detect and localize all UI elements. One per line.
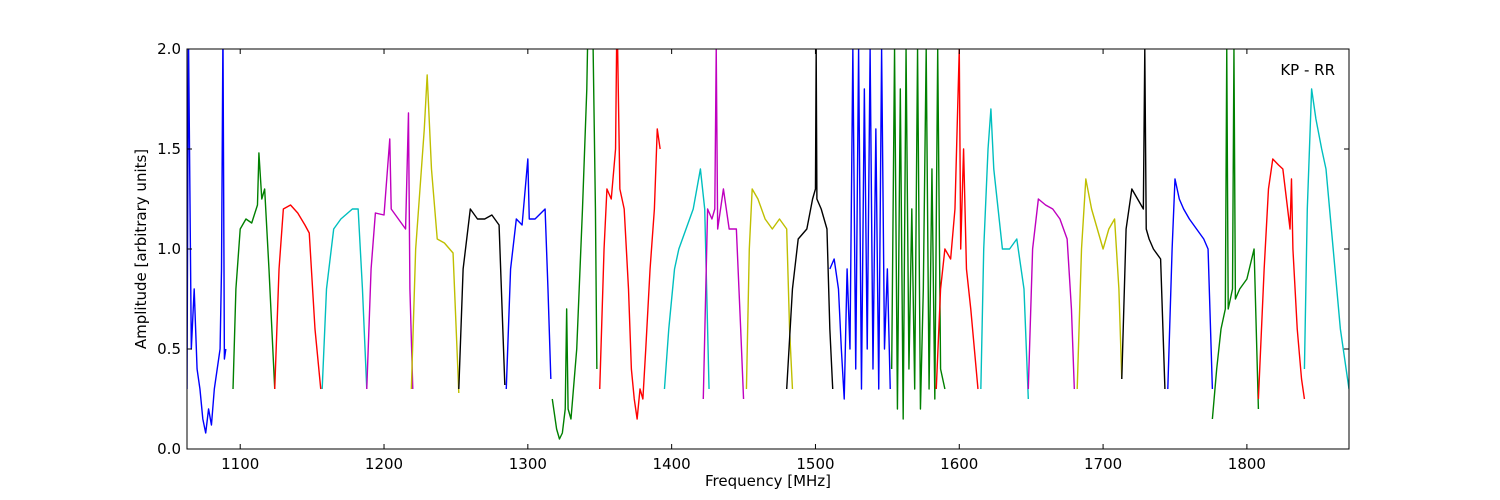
x-axis-label: Frequency [MHz] bbox=[705, 472, 831, 490]
series-line bbox=[663, 168, 710, 390]
series-line bbox=[1211, 49, 1260, 420]
series-line bbox=[505, 158, 552, 390]
series-line bbox=[599, 49, 661, 420]
series-line bbox=[1167, 178, 1214, 390]
x-tick-label: 1500 bbox=[796, 455, 834, 473]
series-line bbox=[274, 204, 322, 390]
series-line bbox=[1257, 158, 1306, 400]
y-tick-label: 2.0 bbox=[157, 40, 181, 58]
x-tick-label: 1600 bbox=[940, 455, 978, 473]
series-line bbox=[1076, 178, 1123, 390]
series-line bbox=[702, 49, 745, 400]
y-tick-label: 1.0 bbox=[157, 240, 181, 258]
x-tick-label: 1800 bbox=[1228, 455, 1266, 473]
series-line bbox=[745, 188, 794, 390]
annotation: KP - RR bbox=[1280, 61, 1335, 79]
series-line bbox=[1303, 88, 1349, 390]
series-line bbox=[786, 49, 834, 390]
series-line bbox=[551, 49, 598, 440]
series-line bbox=[366, 112, 414, 390]
y-tick-label: 0.5 bbox=[157, 340, 181, 358]
series-line bbox=[187, 49, 227, 434]
axes-frame bbox=[186, 48, 1350, 450]
series-line bbox=[890, 49, 946, 420]
series-line bbox=[321, 208, 368, 390]
series-line bbox=[1027, 198, 1076, 390]
series-line bbox=[232, 152, 276, 390]
y-axis-label: Amplitude [arbitrary units] bbox=[132, 149, 150, 349]
y-tick-label: 1.5 bbox=[157, 140, 181, 158]
series-line bbox=[458, 208, 506, 390]
x-tick-label: 1300 bbox=[509, 455, 547, 473]
x-tick-label: 1700 bbox=[1084, 455, 1122, 473]
plot-area bbox=[187, 49, 1349, 440]
x-tick-label: 1100 bbox=[221, 455, 259, 473]
series-line bbox=[829, 49, 891, 400]
x-tick-label: 1200 bbox=[365, 455, 403, 473]
series-line bbox=[935, 49, 979, 390]
x-tick-label: 1400 bbox=[653, 455, 691, 473]
series-line bbox=[1121, 49, 1166, 390]
y-tick-label: 0.0 bbox=[157, 440, 181, 458]
series-line bbox=[410, 74, 460, 394]
series-line bbox=[980, 108, 1029, 400]
